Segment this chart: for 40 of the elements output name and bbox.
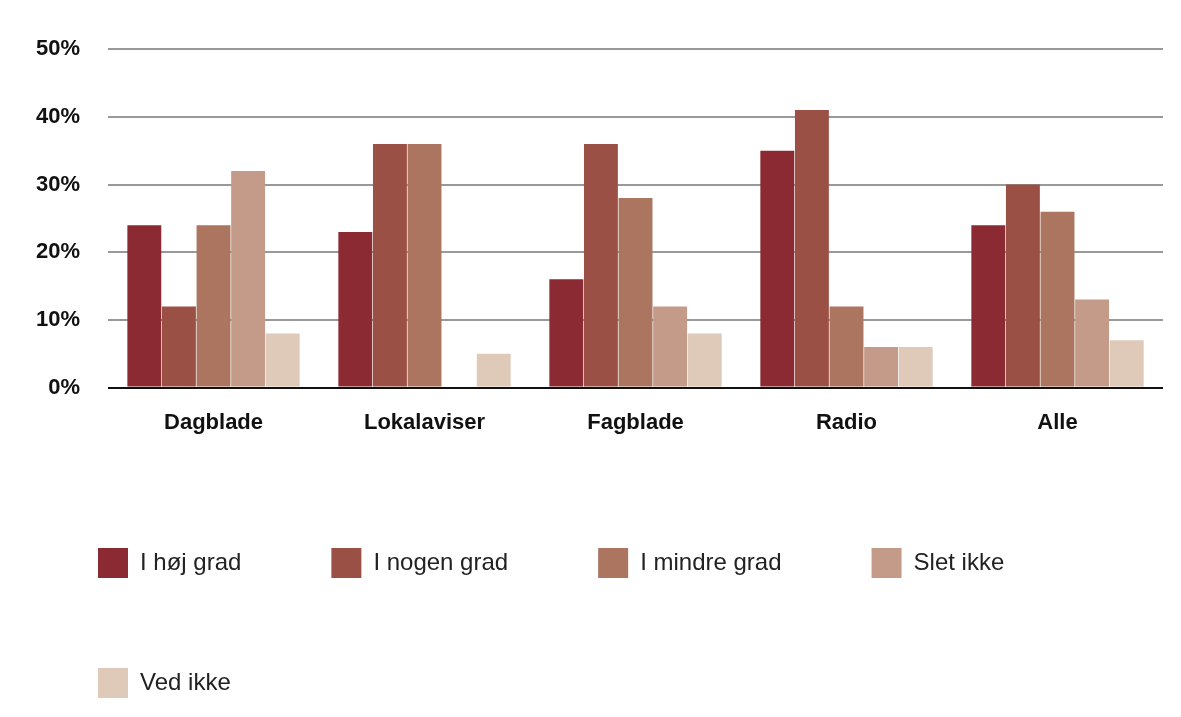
bar [265, 333, 300, 387]
bar [338, 231, 373, 387]
bar [1109, 340, 1144, 387]
bar [231, 171, 266, 387]
legend-label: I mindre grad [640, 547, 782, 575]
legend-label: I nogen grad [373, 547, 509, 575]
bar [1075, 299, 1110, 387]
bar [794, 110, 829, 387]
bar [127, 225, 162, 387]
x-tick-label: Radio [815, 408, 878, 434]
bar [971, 225, 1006, 387]
bar [618, 198, 653, 387]
bar [898, 346, 933, 387]
bar [687, 333, 722, 387]
bar [864, 346, 899, 387]
bar [1040, 211, 1075, 387]
y-tick-label: 20% [35, 238, 81, 264]
y-tick-label: 40% [35, 102, 81, 128]
bar [196, 225, 231, 387]
legend-label: Ved ikke [140, 667, 231, 695]
bar [829, 306, 864, 387]
bar [760, 150, 795, 387]
x-tick-label: Dagblade [164, 408, 264, 434]
y-tick-label: 50% [35, 35, 81, 61]
y-tick-label: 0% [48, 373, 81, 399]
y-tick-label: 30% [35, 170, 81, 196]
y-tick-label: 10% [35, 305, 81, 331]
x-tick-label: Alle [1037, 408, 1078, 434]
bar [476, 353, 511, 387]
x-tick-label: Lokalaviser [363, 408, 486, 434]
x-tick-label: Fagblade [587, 408, 684, 434]
bar [653, 306, 688, 387]
bar [161, 306, 196, 387]
bar [549, 279, 584, 387]
bar [1005, 184, 1040, 387]
bar [407, 143, 442, 387]
bar [372, 143, 407, 387]
legend-label: Slet ikke [913, 547, 1005, 575]
bar [583, 143, 618, 387]
legend-label: I høj grad [140, 547, 242, 575]
